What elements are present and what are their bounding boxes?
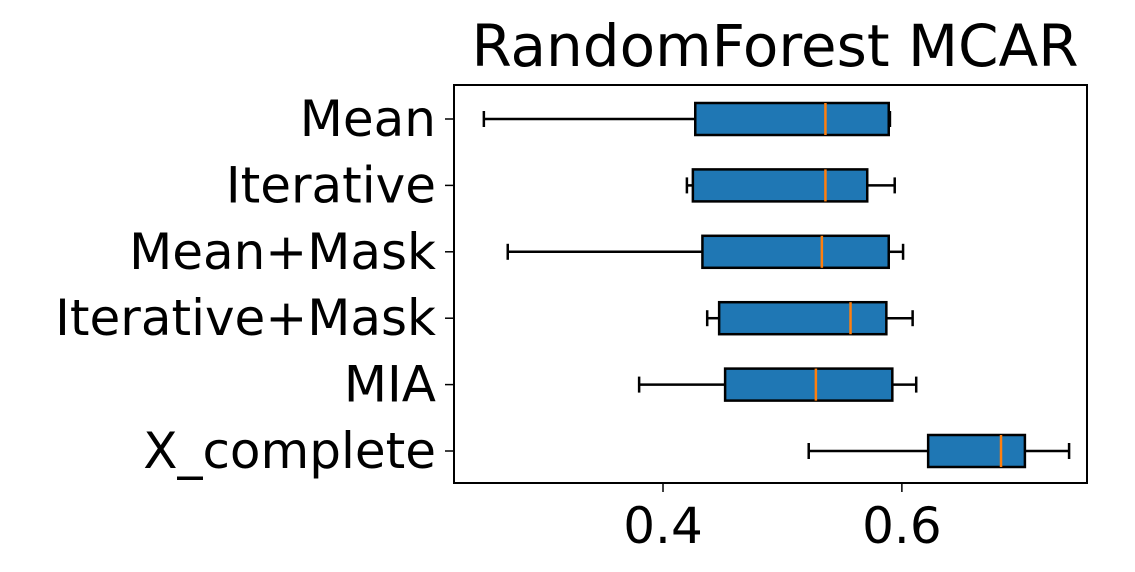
y-tick-label: Iterative [226,156,436,214]
y-tick-label: Iterative+Mask [55,289,436,347]
iqr-box [701,234,890,270]
iqr-box [723,367,894,402]
y-tick-label: Mean+Mask [129,223,436,281]
iqr-box [926,433,1027,469]
box-series [482,101,1071,469]
x-axis: 0.4 0.6 [623,483,942,555]
y-tick-label: Mean [300,90,436,148]
plot-area-frame [453,84,1088,484]
iqr-box [691,168,869,203]
x-tick-label: 0.6 [862,497,942,555]
y-tick-label: MIA [344,356,436,414]
iqr-box [717,300,888,336]
x-tick-label: 0.4 [623,497,703,555]
box-5 [807,433,1071,469]
box-3 [705,300,914,336]
chart-title: RandomForest MCAR [471,12,1078,80]
y-axis-labels: Mean Iterative Mean+Mask Iterative+Mask MIA X… [55,90,454,480]
box-0 [482,101,892,137]
y-tick-label: X_complete [143,422,436,480]
iqr-box [694,101,890,137]
box-2 [506,234,905,270]
box-1 [685,168,896,203]
box-4 [637,367,918,402]
